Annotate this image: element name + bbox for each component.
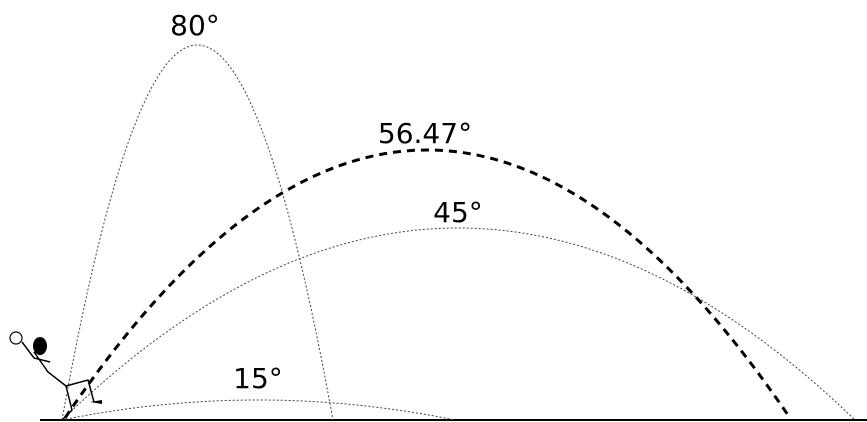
thrower-figure — [9, 331, 102, 421]
body — [33, 351, 67, 387]
trajectory-15 — [61, 399, 456, 421]
label-15: 15° — [233, 362, 283, 395]
label-45: 45° — [433, 196, 483, 229]
ball — [9, 331, 23, 345]
trajectory-80 — [61, 44, 334, 421]
head — [33, 337, 47, 355]
foot — [90, 400, 102, 404]
leg-upper — [65, 379, 95, 403]
arm — [21, 341, 51, 363]
label-80: 80° — [170, 9, 220, 42]
trajectory-45 — [61, 227, 856, 421]
label-56: 56.47° — [378, 117, 472, 150]
trajectory-optimal — [63, 148, 792, 419]
leg-lower — [61, 385, 73, 421]
